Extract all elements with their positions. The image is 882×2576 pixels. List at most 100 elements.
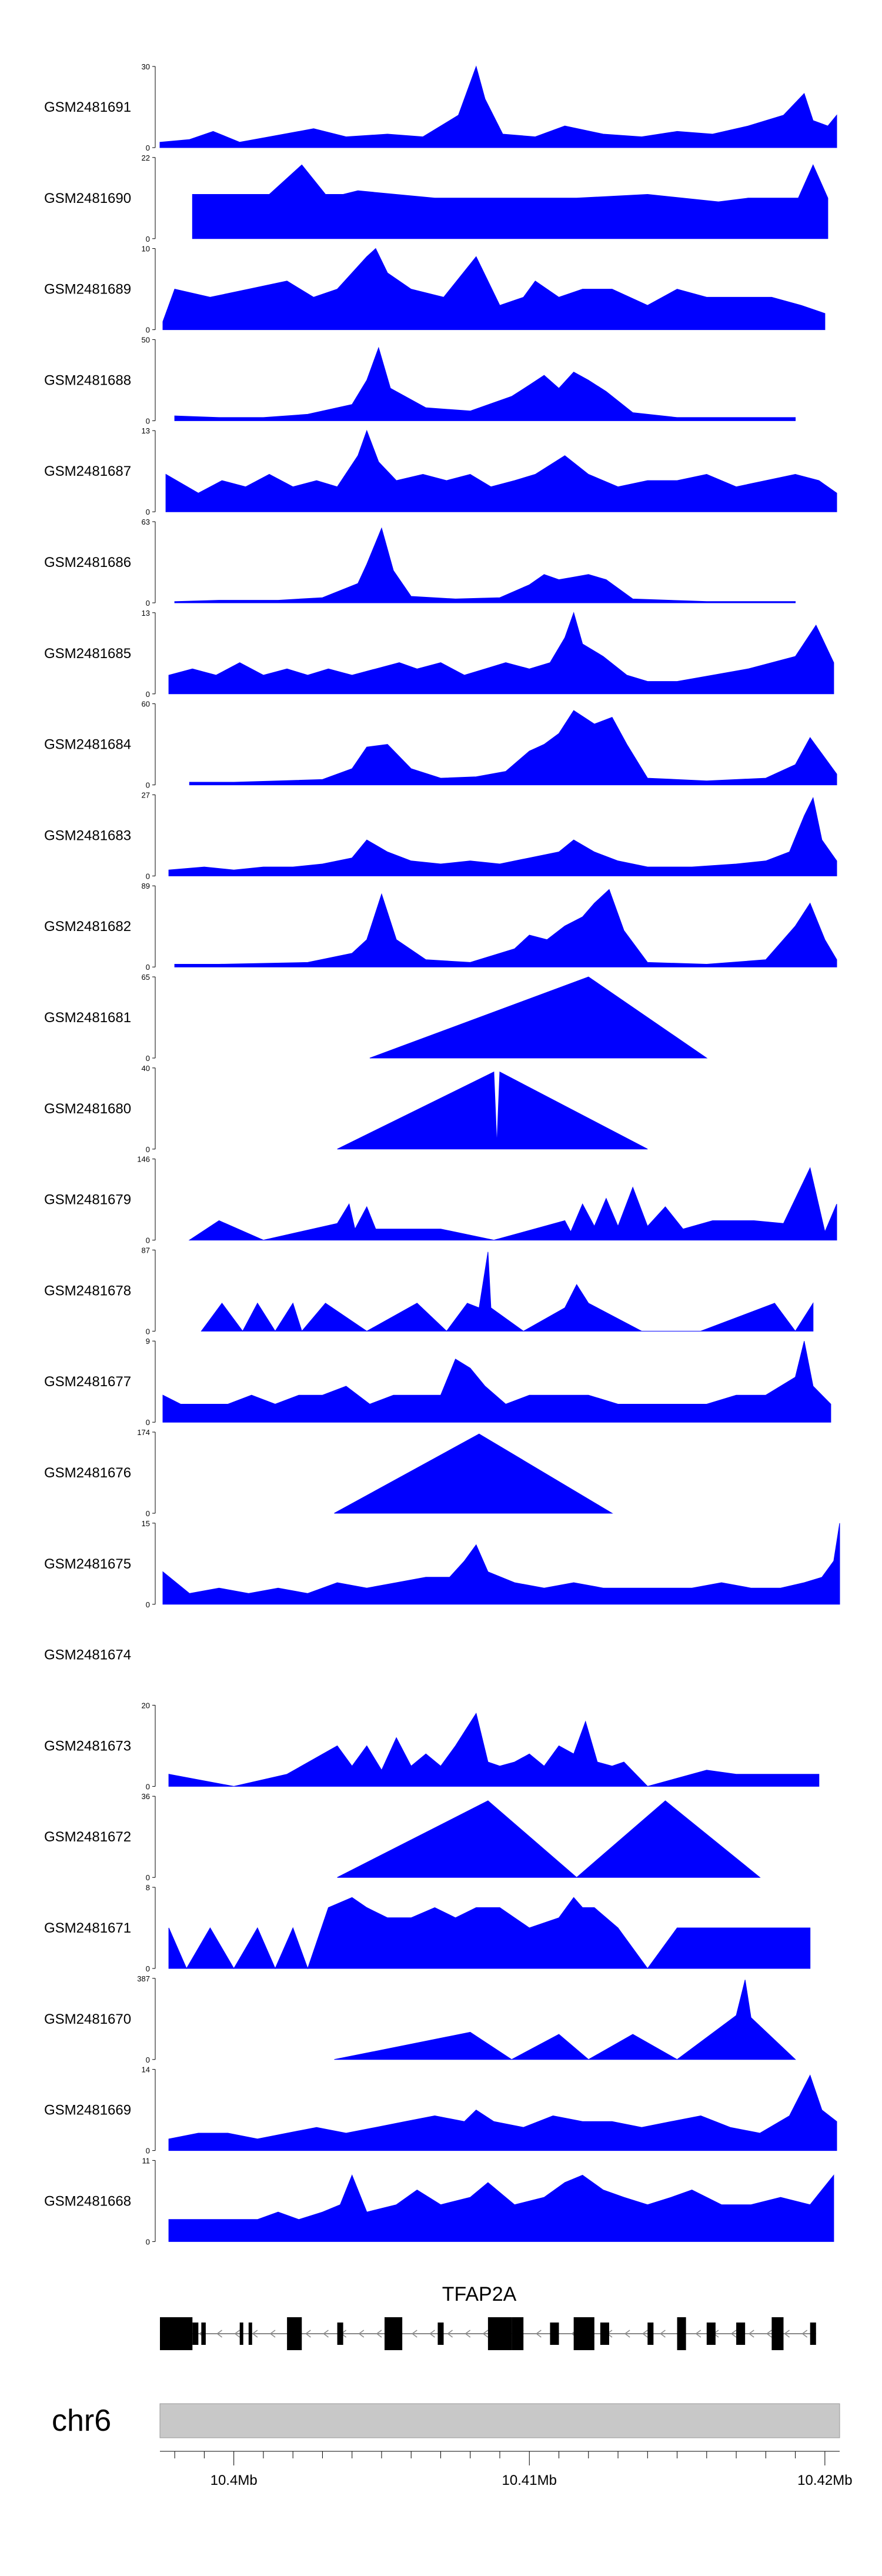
- exon-block: [573, 2317, 594, 2350]
- y-tick-label-max: 40: [142, 1064, 150, 1073]
- track-label: GSM2481684: [44, 737, 131, 753]
- exon-block: [201, 2323, 206, 2345]
- gene-model: TFAP2A: [160, 2283, 816, 2350]
- strand-arrow: [730, 2330, 737, 2338]
- y-tick-label-max: 36: [142, 1792, 150, 1801]
- strand-arrow: [801, 2330, 808, 2338]
- strand-arrow: [411, 2330, 417, 2338]
- coverage-area: [337, 1071, 648, 1150]
- coverage-area: [188, 1167, 837, 1241]
- chromosome-band: [159, 2403, 840, 2438]
- exon-block: [550, 2323, 559, 2345]
- y-tick-label-max: 65: [142, 973, 150, 982]
- coverage-area: [192, 164, 828, 239]
- y-tick-label-zero: 0: [146, 2147, 150, 2155]
- track-label: GSM2481680: [44, 1101, 131, 1117]
- y-tick-label-max: 146: [137, 1155, 150, 1164]
- track-GSM2481672: GSM2481672 36 0: [44, 1792, 761, 1882]
- track-GSM2481684: GSM2481684 60 0: [44, 700, 837, 790]
- y-tick-label-zero: 0: [146, 235, 150, 243]
- strand-arrow: [358, 2330, 365, 2338]
- x-tick-label: 10.4Mb: [211, 2472, 258, 2488]
- coverage-area: [162, 1523, 840, 1605]
- coverage-area: [168, 1897, 811, 1970]
- coverage-area: [168, 1712, 820, 1787]
- track-label: GSM2481677: [44, 1374, 131, 1390]
- coverage-area: [162, 1341, 831, 1423]
- y-tick-label-zero: 0: [146, 508, 150, 516]
- strand-arrow: [624, 2330, 630, 2338]
- coverage-area: [168, 2074, 837, 2151]
- exon-block: [239, 2323, 243, 2345]
- exon-block: [706, 2323, 716, 2345]
- track-label: GSM2481685: [44, 646, 131, 662]
- y-tick-label-zero: 0: [146, 1509, 150, 1518]
- exon-block: [810, 2323, 816, 2345]
- y-tick-label-max: 27: [142, 790, 150, 799]
- strand-arrow: [252, 2330, 258, 2338]
- track-label: GSM2481670: [44, 2011, 131, 2027]
- strand-arrow: [766, 2330, 772, 2338]
- strand-arrow: [784, 2330, 790, 2338]
- track-GSM2481688: GSM2481688 50 0: [44, 335, 796, 425]
- y-tick-label-max: 13: [142, 426, 150, 435]
- y-tick-label-max: 8: [146, 1883, 150, 1892]
- y-tick-label-zero: 0: [146, 1782, 150, 1791]
- track-label: GSM2481674: [44, 1647, 131, 1663]
- coverage-area: [189, 710, 837, 786]
- track-GSM2481673: GSM2481673 20 0: [44, 1701, 820, 1791]
- y-tick-label-zero: 0: [146, 599, 150, 608]
- y-tick-label-max: 22: [142, 154, 150, 162]
- track-label: GSM2481678: [44, 1283, 131, 1299]
- y-tick-label-zero: 0: [146, 963, 150, 972]
- strand-arrow: [482, 2330, 489, 2338]
- coverage-area: [334, 1980, 796, 2060]
- track-GSM2481668: GSM2481668 11 0: [44, 2156, 834, 2246]
- y-tick-label-zero: 0: [146, 1964, 150, 1973]
- track-label: GSM2481690: [44, 191, 131, 206]
- strand-arrow: [323, 2330, 329, 2338]
- y-tick-label-max: 15: [142, 1519, 150, 1528]
- y-tick-label-zero: 0: [146, 1873, 150, 1882]
- exon-block: [192, 2323, 199, 2345]
- strand-arrow: [748, 2330, 754, 2338]
- track-GSM2481670: GSM2481670 387 0: [44, 1974, 796, 2064]
- track-label: GSM2481681: [44, 1010, 131, 1026]
- y-tick-label-zero: 0: [146, 1327, 150, 1336]
- track-label: GSM2481688: [44, 372, 131, 388]
- y-tick-label-zero: 0: [146, 326, 150, 335]
- strand-arrow: [642, 2330, 648, 2338]
- strand-arrow: [660, 2330, 666, 2338]
- y-tick-label-max: 11: [142, 2156, 151, 2165]
- y-tick-label-zero: 0: [146, 416, 150, 425]
- y-tick-label-zero: 0: [146, 2056, 150, 2064]
- track-label: GSM2481686: [44, 555, 131, 570]
- y-tick-label-max: 50: [142, 335, 150, 344]
- strand-arrow: [695, 2330, 701, 2338]
- track-GSM2481687: GSM2481687 13 0: [44, 426, 837, 516]
- coverage-area: [168, 612, 834, 695]
- strand-arrow: [465, 2330, 471, 2338]
- track-GSM2481685: GSM2481685 13 0: [44, 609, 834, 699]
- coverage-area: [159, 65, 837, 148]
- track-GSM2481671: GSM2481671 8 0: [44, 1883, 811, 1973]
- y-tick-label-zero: 0: [146, 1145, 150, 1154]
- y-tick-label-zero: 0: [146, 872, 150, 880]
- track-label: GSM2481691: [44, 99, 131, 115]
- track-label: GSM2481679: [44, 1192, 131, 1208]
- track-GSM2481682: GSM2481682 89 0: [44, 882, 837, 972]
- track-GSM2481679: GSM2481679 146 0: [44, 1155, 837, 1245]
- y-tick-label-max: 63: [142, 518, 150, 526]
- track-label: GSM2481671: [44, 1920, 131, 1936]
- strand-arrow: [536, 2330, 542, 2338]
- track-GSM2481686: GSM2481686 63 0: [44, 518, 796, 608]
- y-tick-label-zero: 0: [146, 144, 150, 152]
- coverage-area: [334, 1433, 613, 1514]
- track-GSM2481669: GSM2481669 14 0: [44, 2066, 837, 2155]
- exon-block: [487, 2317, 512, 2350]
- strand-arrow: [216, 2330, 222, 2338]
- track-GSM2481690: GSM2481690 22 0: [44, 154, 828, 243]
- x-tick-label: 10.41Mb: [502, 2472, 557, 2488]
- exon-block: [512, 2317, 524, 2350]
- coverage-area: [168, 2174, 834, 2242]
